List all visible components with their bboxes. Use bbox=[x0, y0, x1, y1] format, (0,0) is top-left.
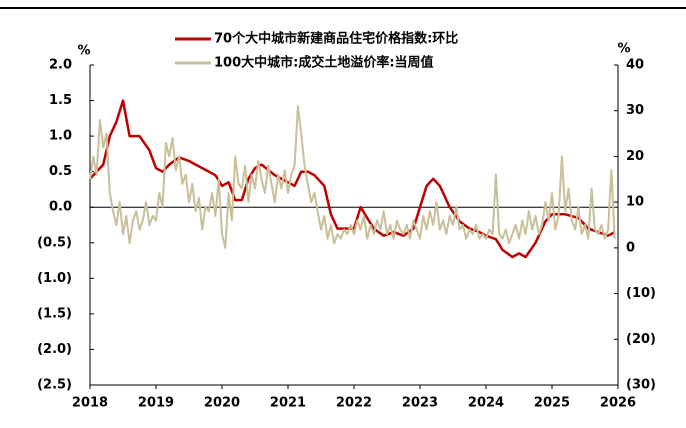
y2-tick-label: (30) bbox=[626, 378, 656, 393]
y-tick-label: 0.5 bbox=[49, 164, 72, 179]
x-tick-label: 2018 bbox=[72, 396, 108, 411]
y-tick-label: 1.5 bbox=[49, 93, 72, 108]
series-line bbox=[89, 105, 616, 249]
y2-tick-label: (20) bbox=[626, 332, 656, 347]
y2-tick-label: 10 bbox=[626, 195, 644, 210]
x-tick-label: 2022 bbox=[336, 396, 372, 411]
y2-tick-label: (10) bbox=[626, 286, 656, 301]
y-axis-unit: % bbox=[77, 44, 90, 59]
legend-label: 100大中城市:成交土地溢价率:当周值 bbox=[214, 55, 434, 71]
x-tick-label: 2023 bbox=[402, 396, 438, 411]
y-tick-label: 1.0 bbox=[49, 129, 72, 144]
y-tick-label: 2.0 bbox=[49, 58, 72, 73]
y2-axis-unit: % bbox=[617, 42, 630, 57]
legend-label: 70个大中城市新建商品住宅价格指数:环比 bbox=[214, 31, 458, 47]
x-tick-label: 2024 bbox=[468, 396, 504, 411]
x-tick-label: 2021 bbox=[270, 396, 306, 411]
y2-tick-label: 40 bbox=[626, 58, 644, 73]
y-tick-label: (0.5) bbox=[37, 235, 72, 250]
x-tick-label: 2026 bbox=[600, 396, 636, 411]
y2-tick-label: 0 bbox=[626, 240, 635, 255]
y-tick-label: 0.0 bbox=[49, 200, 72, 215]
y2-tick-label: 30 bbox=[626, 103, 644, 118]
series-line bbox=[89, 99, 616, 259]
x-tick-label: 2020 bbox=[204, 396, 240, 411]
x-tick-label: 2019 bbox=[138, 396, 174, 411]
y-tick-label: (2.5) bbox=[37, 378, 72, 393]
y2-tick-label: 20 bbox=[626, 149, 644, 164]
y-tick-label: (1.0) bbox=[37, 271, 72, 286]
y-tick-label: (1.5) bbox=[37, 306, 72, 321]
y-tick-label: (2.0) bbox=[37, 342, 72, 357]
x-tick-label: 2025 bbox=[534, 396, 570, 411]
